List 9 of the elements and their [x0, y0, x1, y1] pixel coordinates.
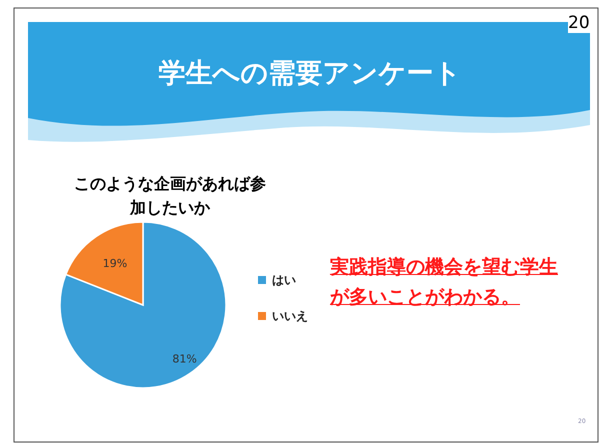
data-label: 81% [172, 352, 197, 366]
chart-title: 学生への需要アンケート [158, 57, 462, 91]
legend-label: はい [272, 273, 296, 287]
text: 20 [568, 13, 590, 33]
data-label: 19% [102, 256, 128, 270]
pie-slice [59, 221, 227, 389]
legend-label: いいえ [272, 309, 308, 323]
text: 実践指導の機会を望む学生が多いことがわかる。 [330, 255, 559, 310]
chart-subtitle: このような企画があれば参加したいか [73, 173, 267, 219]
